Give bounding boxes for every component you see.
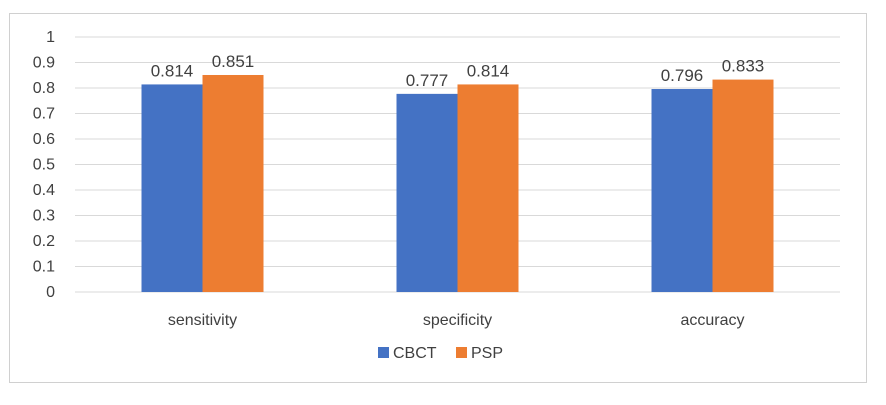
y-tick-label: 0.6: [33, 131, 55, 148]
category-label: sensitivity: [168, 312, 237, 329]
y-tick-label: 0.7: [33, 106, 55, 123]
data-label: 0.833: [722, 57, 765, 76]
bar-psp-specificity: [457, 84, 519, 293]
y-tick-label: 0.1: [33, 259, 55, 276]
y-tick-label: 0.8: [33, 80, 55, 97]
y-tick-label: 0: [46, 284, 55, 301]
bar-cbct-accuracy: [651, 89, 713, 293]
y-tick-label: 1: [46, 29, 55, 46]
legend: CBCT PSP: [378, 345, 503, 362]
y-tick-label: 0.4: [33, 182, 55, 199]
x-axis-category-labels: sensitivity specificity accuracy: [168, 312, 745, 329]
category-label: accuracy: [680, 312, 744, 329]
data-label: 0.796: [661, 66, 704, 85]
legend-swatch-psp: [456, 347, 467, 358]
legend-label-psp: PSP: [471, 345, 503, 362]
bar-cbct-sensitivity: [141, 84, 203, 293]
y-tick-label: 0.5: [33, 157, 55, 174]
y-tick-label: 0.2: [33, 233, 55, 250]
data-label: 0.814: [467, 61, 510, 80]
bar-psp-accuracy: [712, 79, 774, 293]
bar-psp-sensitivity: [202, 74, 264, 293]
category-label: specificity: [423, 312, 492, 329]
bars: [141, 74, 774, 293]
y-tick-label: 0.9: [33, 55, 55, 72]
data-labels: 0.814 0.851 0.777 0.814 0.796 0.833: [151, 52, 765, 90]
y-tick-label: 0.3: [33, 208, 55, 225]
data-label: 0.814: [151, 61, 194, 80]
legend-swatch-cbct: [378, 347, 389, 358]
legend-label-cbct: CBCT: [393, 345, 437, 362]
bar-cbct-specificity: [396, 93, 458, 293]
data-label: 0.851: [212, 52, 255, 71]
data-label: 0.777: [406, 71, 449, 90]
y-axis-tick-labels: 0 0.1 0.2 0.3 0.4 0.5 0.6 0.7 0.8 0.9 1: [33, 29, 55, 301]
